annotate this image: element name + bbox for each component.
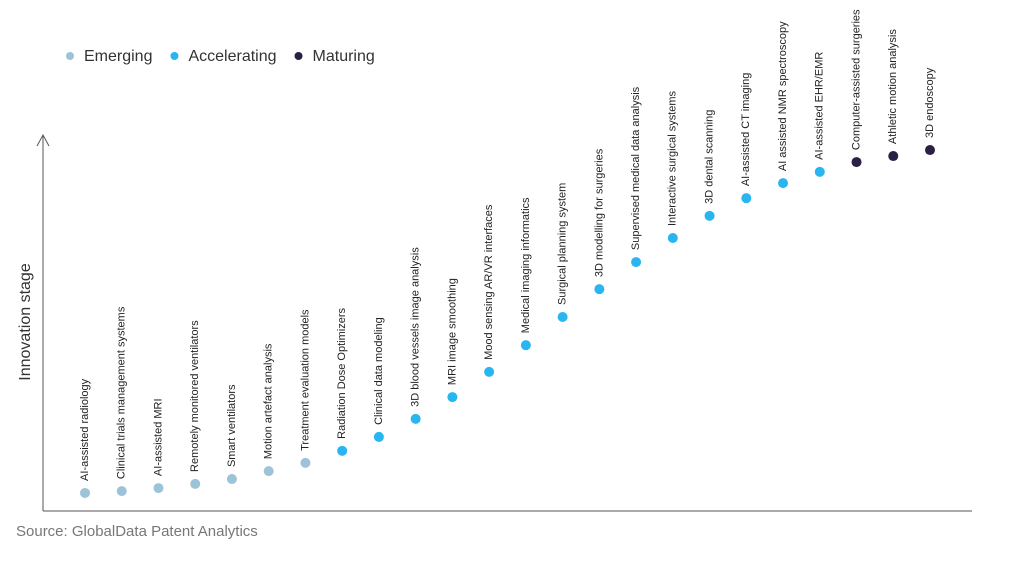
legend-label: Accelerating bbox=[188, 48, 276, 65]
legend-label: Maturing bbox=[313, 48, 375, 65]
point bbox=[594, 284, 605, 295]
point-label: AI-assisted CT imaging bbox=[740, 73, 752, 187]
point-label: 3D dental scanning bbox=[703, 110, 715, 204]
point bbox=[263, 466, 274, 477]
point-label: AI-assisted EHR/EMR bbox=[814, 52, 826, 160]
point-label: Treatment evaluation models bbox=[299, 309, 311, 451]
point bbox=[814, 166, 825, 177]
y-axis-arrow bbox=[36, 133, 50, 147]
point bbox=[888, 151, 899, 162]
point bbox=[300, 457, 311, 468]
legend-marker bbox=[66, 52, 74, 60]
point-label: Clinical trials management systems bbox=[116, 306, 128, 479]
point-label: AI-assisted MRI bbox=[152, 398, 164, 476]
point-label: Radiation Dose Optimizers bbox=[336, 308, 348, 439]
point-label: Smart ventilators bbox=[226, 384, 238, 467]
point bbox=[667, 233, 678, 244]
source: Source: GlobalData Patent Analytics bbox=[16, 523, 258, 540]
point bbox=[116, 486, 127, 497]
point-label: AI-assisted radiology bbox=[79, 378, 91, 481]
legend-marker bbox=[170, 52, 179, 60]
point bbox=[226, 474, 237, 485]
point-label: Computer-assisted surgeries bbox=[850, 9, 862, 150]
point-label: 3D endoscopy bbox=[924, 67, 936, 138]
point bbox=[631, 257, 642, 268]
point-label: Athletic motion analysis bbox=[887, 29, 899, 144]
point bbox=[704, 210, 715, 221]
point-label: Surgical planning system bbox=[557, 183, 569, 305]
point-label: Medical imaging informatics bbox=[520, 197, 532, 333]
point bbox=[447, 392, 458, 403]
point bbox=[190, 478, 201, 489]
point bbox=[741, 193, 752, 204]
point-label: Clinical data modeling bbox=[373, 317, 385, 425]
y-axis-label: Innovation stage bbox=[17, 263, 34, 381]
point-label: 3D modelling for surgeries bbox=[593, 148, 605, 277]
point-label: Motion artefact analysis bbox=[263, 343, 275, 459]
point-label: Remotely monitored ventilators bbox=[189, 320, 201, 472]
point bbox=[925, 145, 935, 156]
point bbox=[373, 431, 384, 442]
point-label: MRI image smoothing bbox=[446, 278, 458, 385]
point bbox=[80, 487, 90, 498]
point bbox=[520, 340, 531, 351]
point-label: Mood sensing AR/VR interfaces bbox=[483, 204, 495, 360]
point-label: AI assisted NMR spectroscopy bbox=[777, 21, 789, 171]
point-label: Supervised medical data analysis bbox=[630, 86, 642, 250]
point-label: 3D blood vessels image analysis bbox=[410, 247, 422, 407]
legend-marker bbox=[294, 52, 303, 60]
point bbox=[153, 483, 164, 494]
point-label: Interactive surgical systems bbox=[667, 90, 679, 226]
point bbox=[337, 445, 348, 456]
point bbox=[484, 366, 495, 377]
legend-label: Emerging bbox=[84, 48, 152, 65]
point bbox=[557, 311, 568, 322]
point bbox=[410, 413, 421, 424]
point bbox=[851, 157, 862, 168]
point bbox=[778, 178, 789, 189]
